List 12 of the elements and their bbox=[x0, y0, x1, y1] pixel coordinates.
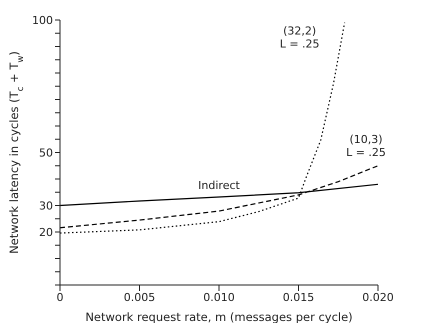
x-tick-label: 0.020 bbox=[362, 290, 394, 304]
x-tick-label: 0.010 bbox=[203, 290, 235, 304]
y-tick-label: 50 bbox=[39, 146, 53, 160]
y-tick-label: 100 bbox=[32, 14, 53, 27]
x-tick-label: 0 bbox=[56, 290, 64, 304]
y-tick-label: 20 bbox=[39, 226, 53, 239]
x-tick-label: 0.005 bbox=[124, 290, 156, 304]
series-label: (32,2) L = .25 bbox=[280, 24, 320, 51]
x-tick-label: 0.015 bbox=[282, 290, 314, 304]
series-label: (10,3) L = .25 bbox=[346, 132, 386, 159]
y-tick-label: 30 bbox=[39, 199, 53, 212]
series-label: Indirect bbox=[198, 179, 241, 192]
